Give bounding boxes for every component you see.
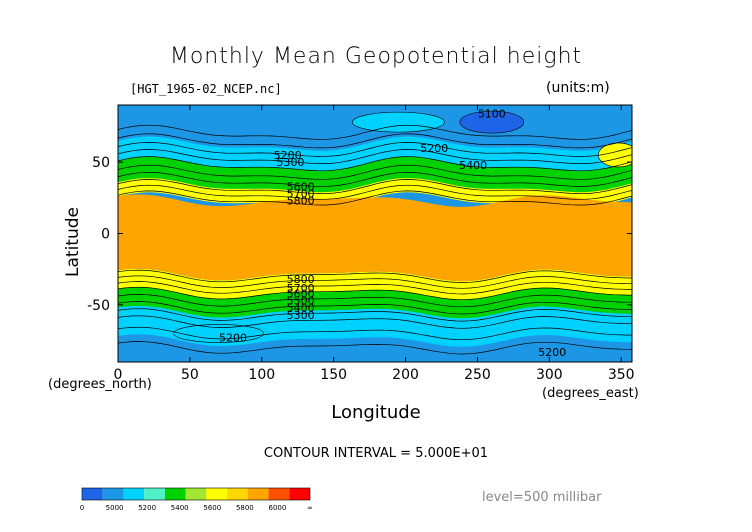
contour-line (118, 156, 632, 172)
contour-line (118, 149, 632, 164)
contour-map: 5100520054005200530056005700580058005700… (118, 105, 632, 362)
colorbar-swatch (123, 488, 145, 500)
colorbar-swatch (82, 488, 103, 500)
contour-label: 5700 (287, 282, 315, 295)
x-tick-label: 0 (114, 367, 123, 383)
contour-line (118, 124, 632, 140)
units-label: (units:m) (546, 80, 610, 96)
contour-line (118, 294, 632, 308)
colorbar-swatch (206, 488, 228, 500)
contour-label: 5800 (287, 273, 315, 286)
colorbar-swatch (268, 488, 290, 500)
low-pressure-center (459, 110, 525, 134)
contour-label: 5400 (287, 302, 315, 315)
contour-label: 5300 (287, 309, 315, 322)
contour-line (118, 269, 632, 283)
contour-label: 5800 (287, 195, 315, 208)
contour-line (118, 164, 632, 180)
contour-label: 5500 (287, 295, 315, 308)
high-height-cell (352, 111, 445, 133)
contour-label: 5300 (277, 156, 305, 169)
chart-title: Monthly Mean Geopotential height (169, 44, 583, 69)
contour-line (118, 133, 632, 149)
colorbar-label: 6000 (269, 504, 287, 512)
colorbar-label: 5800 (236, 504, 254, 512)
contour-line (118, 281, 632, 295)
contour-interval-label: CONTOUR INTERVAL = 5.000E+01 (263, 446, 489, 461)
x-tick-label: 200 (392, 367, 419, 383)
colorbar-frame (81, 487, 311, 501)
y-tick-label: 0 (101, 227, 110, 243)
axes: 0 50 100 150 200 250 300 350 50 0 -50 (87, 105, 635, 383)
colorbar: 0 5000 5200 5400 5600 5800 6000 ∞ (80, 487, 313, 512)
colorbar-label: 5200 (138, 504, 156, 512)
band-north-high (118, 136, 632, 171)
contour-line (118, 275, 632, 289)
contour-line (118, 190, 632, 206)
colorbar-label: ∞ (307, 504, 313, 512)
colorbar-label: 0 (80, 504, 84, 512)
contour-line (118, 142, 632, 157)
x-tick-label: 250 (464, 367, 491, 383)
contour-label: 5200 (219, 332, 247, 345)
colorbar-swatch (247, 488, 269, 500)
colorbar-swatch (289, 488, 310, 500)
colorbar-swatch (227, 488, 248, 500)
contour-line (118, 341, 632, 355)
x-tick-label: 150 (320, 367, 347, 383)
y-tick-label: -50 (87, 298, 110, 314)
contour-line (118, 308, 632, 322)
contour-line (118, 301, 632, 315)
x-axis-label: Longitude (331, 402, 421, 423)
y-tick-label: 50 (92, 155, 110, 171)
x-axis-unit-label: (degrees_east) (542, 386, 639, 401)
band-south-polar (118, 334, 632, 362)
contour-label: 5200 (274, 149, 302, 162)
colorbar-label: 5400 (171, 504, 189, 512)
contour-line (118, 184, 632, 200)
colorbar-label: 5000 (106, 504, 124, 512)
x-tick-label: 50 (181, 367, 199, 383)
y-axis-unit-label: (degrees_north) (48, 377, 152, 392)
file-label: [HGT_1965-02_NCEP.nc] (130, 82, 282, 96)
x-tick-label: 100 (248, 367, 275, 383)
colorbar-swatch (144, 488, 165, 500)
contour-label: 5100 (478, 108, 506, 121)
level-label: level=500 millibar (482, 490, 602, 505)
contour-label: 5600 (287, 180, 315, 193)
y-axis-label: Latitude (62, 207, 83, 277)
contour-label: 5600 (287, 287, 315, 300)
colorbar-label: 5600 (203, 504, 221, 512)
colorbar-swatch (185, 488, 207, 500)
colorbar-swatch (102, 488, 124, 500)
contour-line (118, 171, 632, 187)
band-north-subtropics (118, 178, 632, 207)
contour-line (118, 179, 632, 194)
band-tropics (118, 194, 632, 282)
contour-line (118, 286, 632, 301)
contour-label: 5400 (459, 159, 487, 172)
band-south-mid (118, 287, 632, 319)
contour-label: 5700 (287, 188, 315, 201)
x-tick-label: 350 (608, 367, 635, 383)
contour-line (118, 326, 632, 341)
contour-line (118, 315, 632, 329)
x-tick-label: 300 (536, 367, 563, 383)
contour-label: 5200 (420, 142, 448, 155)
colorbar-swatch (164, 488, 186, 500)
contour-label: 5200 (538, 346, 566, 359)
